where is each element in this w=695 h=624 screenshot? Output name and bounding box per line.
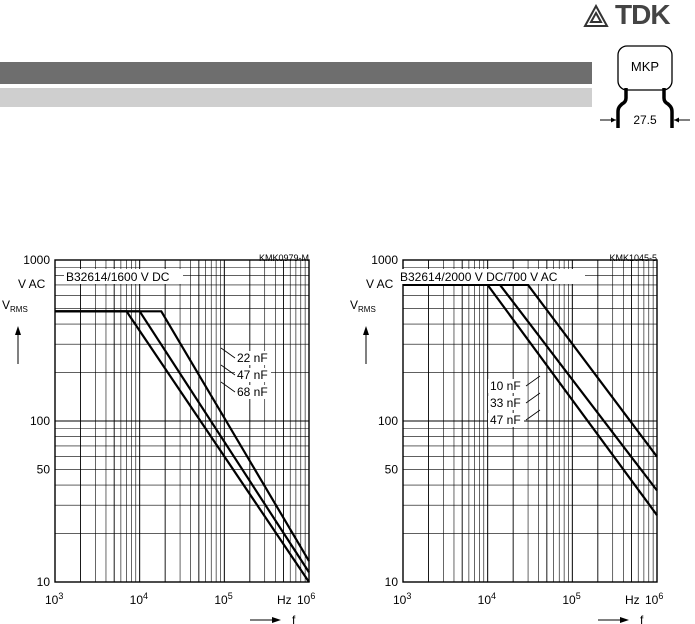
y-unit-label: V AC [366,277,394,291]
voltage-frequency-chart-2000v: KMK1045-5 B32614/2000 V DC/700 V AC 1000… [350,253,663,624]
x-tick-label: 104 [478,591,496,607]
x-axis-arrowhead [272,617,281,623]
voltage-frequency-chart-1600v: KMK0979-M B32614/1600 V DC 1000 100 50 10 V… [2,253,315,624]
series-group [55,310,310,583]
y-axis-label: VRMS [2,298,28,314]
x-unit-label: Hz [625,593,640,607]
series-line [403,283,658,516]
legend-entry: 47 nF [237,368,268,382]
chart-code: KMK1045-5 [609,253,657,263]
chart-title: B32614/2000 V DC/700 V AC [400,270,558,284]
legend-backdrop [488,396,524,410]
legend-leader [525,375,541,387]
y-tick-label: 100 [378,414,398,428]
legend-leader [220,347,236,359]
series-line [403,283,658,492]
legend-backdrop [235,351,271,365]
x-tick-label: 103 [45,591,63,607]
x-axis-arrowhead [620,617,629,623]
x-tick-label: 105 [562,591,580,607]
series-legend: 10 nF 33 nF 47 nF [488,375,541,427]
package-label: MKP [631,59,659,74]
y-tick-label: 1000 [371,253,398,267]
legend-leader [220,364,236,376]
x-tick-label: 104 [130,591,148,607]
y-tick-label: 50 [37,462,51,476]
tdk-logo-icon [583,4,609,27]
y-axis-arrowhead [363,326,369,335]
legend-entry: 68 nF [237,385,268,399]
series-line [403,283,658,458]
plot-frame [54,259,310,583]
x-tick-label: 106 [297,591,315,607]
series-legend: 22 nF 47 nF 68 nF [220,347,271,399]
y-tick-label: 100 [30,414,50,428]
header-bar-dark [0,62,592,84]
legend-backdrop [235,385,271,399]
x-axis-label: f [640,613,644,624]
title-backdrop [64,269,183,284]
package-dimension: 27.5 [633,113,657,127]
series-group [403,283,658,516]
y-tick-label: 10 [385,575,399,589]
x-unit-label: Hz [277,593,292,607]
legend-backdrop [488,413,524,427]
y-tick-label: 10 [37,575,51,589]
plot-frame [402,259,658,583]
chart-grid [54,260,310,583]
legend-leader [525,409,541,421]
y-axis-arrowhead [15,326,21,335]
header-bar-light [0,88,592,107]
capacitor-package-icon: MKP 27.5 [600,45,690,128]
y-axis-label: VRMS [350,298,376,314]
legend-leader [525,392,541,404]
series-line [55,310,310,573]
legend-entry: 47 nF [490,413,521,427]
y-unit-label: V AC [18,277,46,291]
legend-entry: 22 nF [237,351,268,365]
brand-name: TDK [615,0,671,30]
legend-backdrop [235,368,271,382]
y-tick-label: 1000 [23,253,50,267]
x-axis-label: f [292,613,296,624]
legend-entry: 33 nF [490,396,521,410]
chart-grid [402,260,658,583]
chart-code: KMK0979-M [259,253,309,263]
x-tick-label: 103 [393,591,411,607]
legend-leader [220,381,236,393]
legend-entry: 10 nF [490,379,521,393]
title-backdrop [398,269,585,284]
chart-title: B32614/1600 V DC [66,270,170,284]
legend-backdrop [488,379,524,393]
x-tick-label: 106 [645,591,663,607]
x-tick-label: 105 [214,591,232,607]
series-line [55,310,310,583]
y-tick-label: 50 [385,462,399,476]
